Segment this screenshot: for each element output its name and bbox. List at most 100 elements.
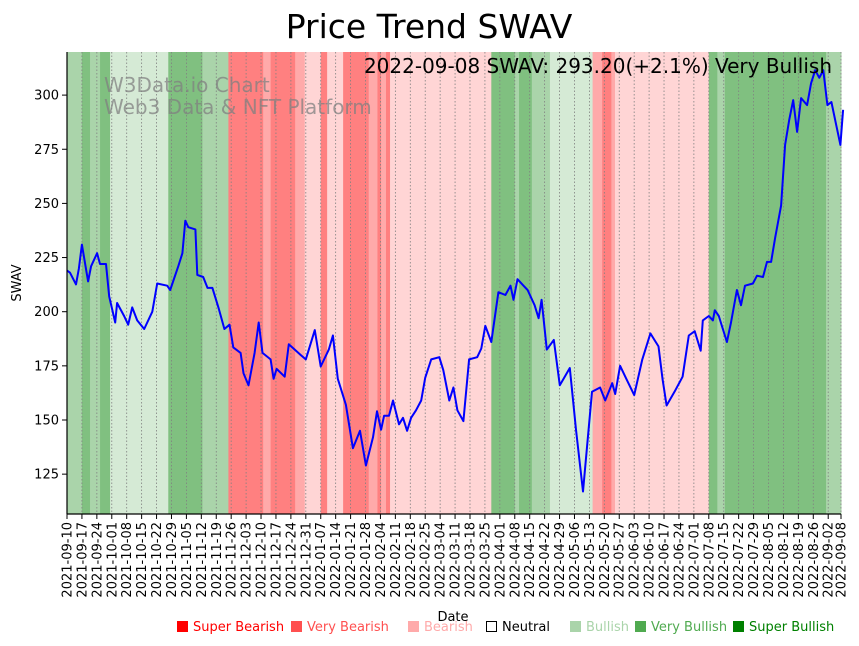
- sentiment-band-neutral-bearish: [397, 52, 492, 514]
- x-tick-label: 2022-02-18: [404, 522, 419, 598]
- sentiment-band-very-bearish: [377, 52, 382, 514]
- sentiment-band-very-bullish: [724, 52, 827, 514]
- legend-swatch-icon: [291, 621, 302, 632]
- x-tick-label: 2021-12-10: [255, 522, 270, 598]
- x-tick-label: 2021-12-24: [284, 522, 299, 598]
- x-tick-label: 2022-07-08: [702, 522, 717, 598]
- y-tick-label: 175: [34, 359, 59, 374]
- legend-swatch-icon: [733, 621, 744, 632]
- chart-title: Price Trend SWAV: [286, 7, 573, 46]
- legend-label: Super Bearish: [193, 620, 285, 635]
- sentiment-band-bearish: [381, 52, 387, 514]
- legend-label: Bullish: [586, 620, 630, 635]
- x-tick-label: 2022-06-17: [658, 522, 673, 598]
- x-tick-label: 2021-10-15: [135, 522, 150, 598]
- legend-item-very-bearish: Very Bearish: [291, 620, 389, 635]
- x-tick-label: 2022-08-05: [762, 522, 777, 598]
- watermark-line-1: W3Data.io Chart: [104, 73, 270, 97]
- x-tick-label: 2022-09-08: [835, 522, 850, 598]
- x-tick-label: 2021-11-05: [180, 522, 195, 598]
- sentiment-band-very-bullish: [100, 52, 111, 514]
- sentiment-band-bullish: [826, 52, 842, 514]
- legend-swatch-icon: [408, 621, 419, 632]
- x-tick-label: 2022-07-15: [717, 522, 732, 598]
- sentiment-band-very-bearish: [270, 52, 296, 514]
- sentiment-bands: [67, 52, 842, 514]
- legend-swatch-icon: [177, 621, 188, 632]
- latest-price-annotation: 2022-09-08 SWAV: 293.20(+2.1%) Very Bull…: [364, 54, 832, 78]
- x-tick-label: 2022-01-28: [359, 522, 374, 598]
- legend-swatch-icon: [635, 621, 646, 632]
- sentiment-band-bullish: [531, 52, 551, 514]
- x-tick-label: 2021-12-17: [269, 522, 284, 598]
- x-axis-label: Date: [437, 610, 468, 625]
- sentiment-band-bearish: [611, 52, 616, 514]
- y-tick-label: 275: [34, 143, 59, 158]
- sentiment-band-bullish: [202, 52, 229, 514]
- x-tick-label: 2022-04-22: [538, 522, 553, 598]
- x-tick-label: 2021-10-29: [165, 522, 180, 598]
- x-tick-label: 2022-05-27: [613, 522, 628, 598]
- watermark-line-2: Web3 Data & NFT Platform: [104, 95, 372, 119]
- legend-swatch-icon: [486, 621, 497, 632]
- price-line-swav: [66, 69, 845, 493]
- x-tick-label: 2022-05-13: [583, 522, 598, 598]
- x-tick-label: 2021-12-03: [240, 522, 255, 598]
- sentiment-band-neutral-bearish: [304, 52, 322, 514]
- x-tick-label: 2022-03-04: [434, 522, 449, 598]
- sentiment-band-very-bullish: [519, 52, 533, 514]
- sentiment-band-neutral-bearish: [614, 52, 710, 514]
- legend-label: Very Bearish: [307, 620, 389, 635]
- y-tick-label: 250: [34, 197, 59, 212]
- x-tick-label: 2022-07-29: [747, 522, 762, 598]
- legend-swatch-icon: [570, 621, 581, 632]
- watermark: W3Data.io Chart Web3 Data & NFT Platform: [104, 73, 372, 119]
- sentiment-band-bearish: [592, 52, 603, 514]
- sentiment-band-very-bearish: [343, 52, 370, 514]
- sentiment-band-bullish: [90, 52, 101, 514]
- x-tick-label: 2022-05-20: [598, 522, 613, 598]
- sentiment-band-very-bullish: [708, 52, 718, 514]
- x-tick-label: 2021-10-22: [150, 522, 165, 598]
- legend-label: Super Bullish: [749, 620, 835, 635]
- x-tick-label: 2021-11-12: [195, 522, 210, 598]
- x-tick-label: 2022-04-08: [508, 522, 523, 598]
- x-tick-label: 2022-04-15: [523, 522, 538, 598]
- sentiment-band-very-bearish: [602, 52, 612, 514]
- x-tick-label: 2021-09-10: [61, 522, 76, 598]
- x-tick-label: 2021-10-08: [120, 522, 135, 598]
- x-tick-label: 2022-01-21: [344, 522, 359, 598]
- sentiment-band-bullish: [717, 52, 726, 514]
- sentiment-band-very-bearish: [385, 52, 391, 514]
- legend-item-bearish: Bearish: [408, 620, 473, 635]
- x-tick-label: 2021-11-26: [225, 522, 240, 598]
- sentiment-band-bullish: [72, 52, 83, 514]
- sentiment-band-neutral-bullish: [549, 52, 594, 514]
- x-tick-label: 2022-01-14: [329, 522, 344, 598]
- x-tick-label: 2022-03-18: [463, 522, 478, 598]
- legend-label: Bearish: [424, 620, 473, 635]
- y-tick-label: 150: [34, 413, 59, 428]
- x-tick-label: 2022-06-24: [672, 522, 687, 598]
- legend-item-neutral: Neutral: [486, 620, 550, 635]
- x-tick-label: 2022-08-26: [807, 522, 822, 598]
- y-tick-label: 225: [34, 251, 59, 266]
- legend-item-super-bearish: Super Bearish: [177, 620, 284, 635]
- x-tick-label: 2022-06-10: [643, 522, 658, 598]
- x-tick-label: 2021-09-17: [75, 522, 90, 598]
- x-tick-label: 2022-03-11: [449, 522, 464, 598]
- x-axis-ticks: 2021-09-10 2021-09-17 2021-09-24 2021-10-01…: [61, 514, 850, 598]
- x-tick-label: 2021-11-19: [210, 522, 225, 598]
- x-tick-label: 2022-02-11: [389, 522, 404, 598]
- y-axis-ticks: 125 150 175 200 225 250 275 300: [34, 89, 67, 483]
- legend-item-bullish: Bullish: [570, 620, 629, 635]
- y-axis-label: SWAV: [10, 264, 25, 301]
- legend-item-very-bullish: Very Bullish: [635, 620, 727, 635]
- sentiment-band-very-bullish: [81, 52, 91, 514]
- x-tick-label: 2022-03-25: [478, 522, 493, 598]
- sentiment-band-bearish: [368, 52, 378, 514]
- sentiment-band-very-bullish: [491, 52, 516, 514]
- x-tick-label: 2022-08-19: [792, 522, 807, 598]
- x-tick-label: 2022-04-01: [493, 522, 508, 598]
